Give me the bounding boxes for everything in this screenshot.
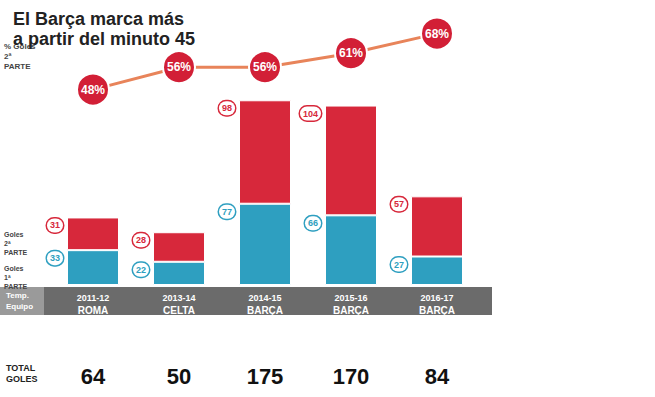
svg-text:2014-15: 2014-15 <box>248 293 281 303</box>
svg-text:Equipo: Equipo <box>6 302 33 311</box>
svg-text:61%: 61% <box>339 46 363 60</box>
svg-text:2ª: 2ª <box>4 52 14 61</box>
svg-text:66: 66 <box>308 218 318 228</box>
svg-text:57: 57 <box>394 199 404 209</box>
svg-text:PARTE: PARTE <box>4 283 28 290</box>
svg-text:56%: 56% <box>253 60 277 74</box>
svg-text:2013-14: 2013-14 <box>162 293 195 303</box>
svg-text:TOTAL: TOTAL <box>6 363 38 373</box>
svg-text:68%: 68% <box>425 27 449 41</box>
svg-text:PARTE: PARTE <box>4 249 28 256</box>
svg-text:50: 50 <box>167 364 191 389</box>
svg-text:175: 175 <box>247 364 284 389</box>
svg-text:Goles: Goles <box>4 265 25 272</box>
svg-text:BARÇA: BARÇA <box>333 305 369 316</box>
svg-text:170: 170 <box>333 364 370 389</box>
svg-text:2015-16: 2015-16 <box>334 293 367 303</box>
svg-text:104: 104 <box>303 109 318 119</box>
svg-text:31: 31 <box>50 220 60 230</box>
svg-text:a partir del minuto 45: a partir del minuto 45 <box>13 29 195 49</box>
svg-text:27: 27 <box>394 260 404 270</box>
svg-text:Goles: Goles <box>4 231 25 238</box>
svg-text:48%: 48% <box>81 83 105 97</box>
svg-text:22: 22 <box>136 265 146 275</box>
svg-text:BARÇA: BARÇA <box>419 305 455 316</box>
svg-text:56%: 56% <box>167 60 191 74</box>
svg-text:98: 98 <box>222 103 232 113</box>
svg-text:CELTA: CELTA <box>163 305 195 316</box>
svg-text:2011-12: 2011-12 <box>77 293 110 303</box>
svg-text:84: 84 <box>425 364 450 389</box>
svg-text:2ª: 2ª <box>4 240 12 247</box>
svg-text:77: 77 <box>222 207 232 217</box>
svg-text:2016-17: 2016-17 <box>420 293 453 303</box>
svg-text:ROMA: ROMA <box>78 305 109 316</box>
svg-text:33: 33 <box>50 253 60 263</box>
svg-text:PARTE: PARTE <box>4 62 31 71</box>
svg-text:1ª: 1ª <box>4 274 12 281</box>
svg-text:BARÇA: BARÇA <box>247 305 283 316</box>
svg-text:28: 28 <box>136 235 146 245</box>
svg-text:64: 64 <box>81 364 106 389</box>
svg-text:Temp.: Temp. <box>6 291 29 300</box>
svg-text:El Barça marca más: El Barça marca más <box>13 9 184 29</box>
svg-text:GOLES: GOLES <box>6 374 38 384</box>
